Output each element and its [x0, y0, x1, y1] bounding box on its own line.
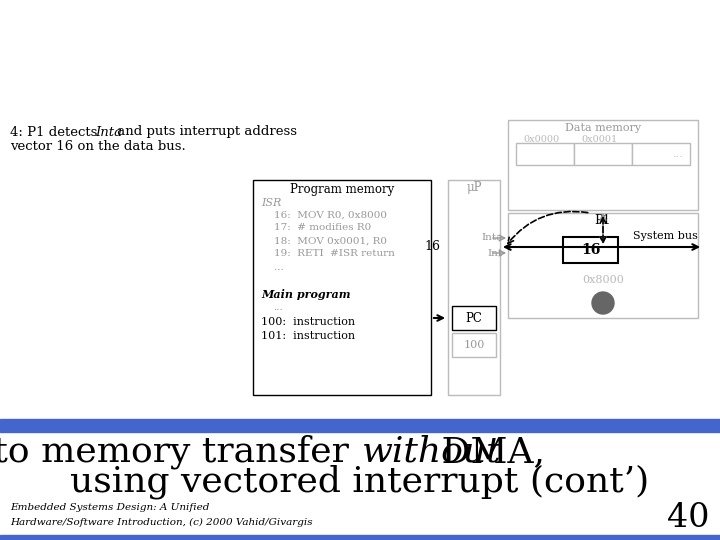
Text: 18:  MOV 0x0001, R0: 18: MOV 0x0001, R0: [261, 237, 387, 246]
Bar: [574, 143, 632, 165]
Text: 16: 16: [581, 243, 600, 257]
Bar: [508, 213, 698, 318]
Text: vector 16 on the data bus.: vector 16 on the data bus.: [10, 139, 186, 152]
Text: ...: ...: [261, 262, 284, 272]
Text: Data memory: Data memory: [565, 123, 641, 133]
Text: Hardware/Software Introduction, (c) 2000 Vahid/Givargis: Hardware/Software Introduction, (c) 2000…: [10, 517, 312, 526]
Text: 0x0000: 0x0000: [523, 136, 559, 145]
Text: Inta: Inta: [95, 125, 122, 138]
Text: 16:  MOV R0, 0x8000: 16: MOV R0, 0x8000: [261, 211, 387, 219]
Bar: [516, 143, 574, 165]
Text: 100: 100: [463, 340, 485, 350]
Text: Main program: Main program: [261, 289, 351, 300]
Bar: [448, 180, 500, 395]
Bar: [508, 120, 698, 210]
Text: 40: 40: [667, 502, 710, 534]
Text: PC: PC: [466, 312, 482, 325]
Text: System bus: System bus: [633, 231, 698, 241]
Text: P1: P1: [595, 214, 611, 227]
Bar: [452, 333, 496, 357]
Text: 100:  instruction: 100: instruction: [261, 317, 355, 327]
Text: 101:  instruction: 101: instruction: [261, 331, 355, 341]
Text: ...: ...: [672, 149, 683, 159]
Bar: [452, 306, 496, 330]
Text: 19:  RETI  #ISR return: 19: RETI #ISR return: [261, 249, 395, 259]
Text: using vectored interrupt (cont’): using vectored interrupt (cont’): [71, 465, 649, 500]
Bar: [563, 237, 618, 263]
Text: 0x0001: 0x0001: [581, 136, 617, 145]
Text: 4: P1 detects: 4: P1 detects: [10, 125, 102, 138]
Text: ...: ...: [273, 302, 283, 312]
Text: Embedded Systems Design: A Unified: Embedded Systems Design: A Unified: [10, 503, 210, 512]
Text: 0x8000: 0x8000: [582, 275, 624, 285]
Bar: [0, 419, 720, 432]
Text: Peripheral to memory transfer: Peripheral to memory transfer: [0, 435, 360, 469]
Text: ISR: ISR: [261, 198, 282, 208]
Bar: [632, 143, 690, 165]
Bar: [0, 535, 720, 540]
Circle shape: [592, 292, 614, 314]
Text: 17:  # modifies R0: 17: # modifies R0: [261, 224, 372, 233]
Bar: [253, 180, 431, 395]
Text: and puts interrupt address: and puts interrupt address: [113, 125, 297, 138]
Text: DMA,: DMA,: [430, 435, 545, 469]
Text: Int: Int: [488, 248, 503, 258]
Text: Inta: Inta: [482, 233, 503, 242]
Text: without: without: [362, 435, 502, 469]
Text: 16: 16: [424, 240, 440, 253]
Text: μP: μP: [467, 180, 482, 193]
Text: Program memory: Program memory: [290, 184, 394, 197]
